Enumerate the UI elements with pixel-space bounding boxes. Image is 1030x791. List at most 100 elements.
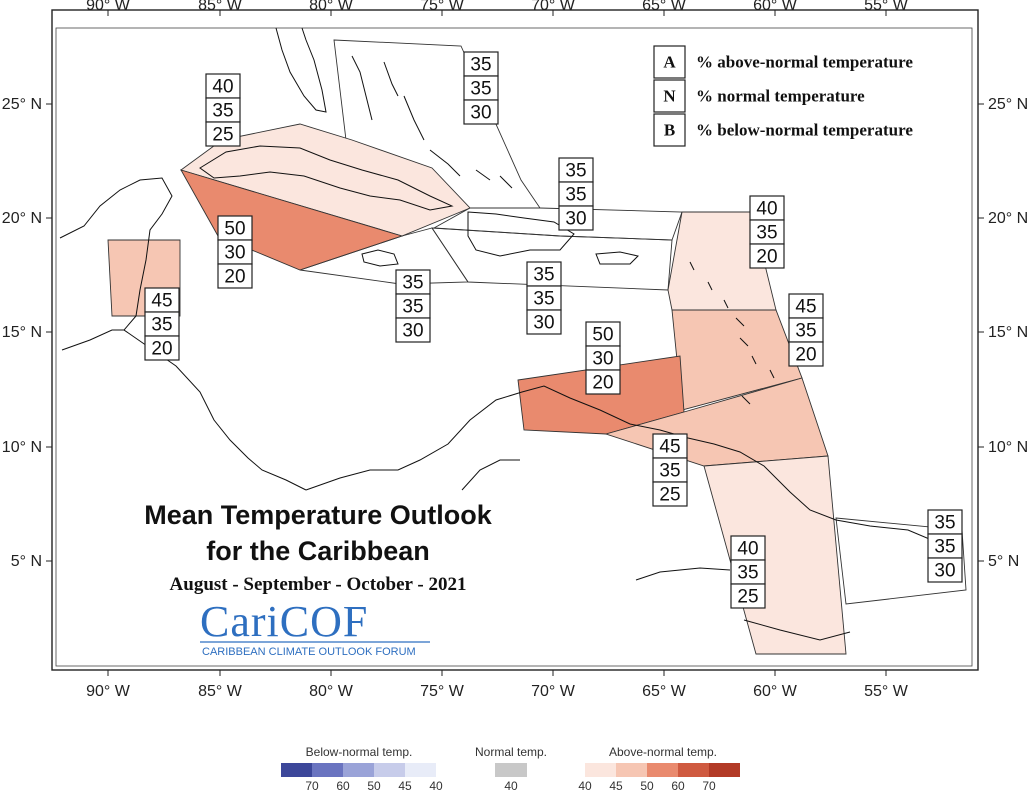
prob-below: 30 [934,561,955,582]
scale-swatch-below [374,763,405,777]
lon-label-top: 80° W [309,0,354,14]
scale-tick-normal: 40 [504,779,518,791]
prob-above: 35 [470,55,491,76]
lon-label-bottom: 85° W [198,683,243,700]
prob-above: 45 [151,291,172,312]
prob-cell [652,433,688,459]
prob-below: 20 [756,247,777,268]
prob-box-bahamas: 35 35 30 [463,51,499,125]
scale-tick-below: 70 [305,779,319,791]
scale-tick-below: 50 [367,779,381,791]
lon-label-top: 85° W [198,0,243,14]
scale-swatch-below [343,763,374,777]
prob-cell [585,321,621,347]
prob-below: 30 [533,313,554,334]
key-letter: A [663,53,676,72]
scale-tick-below: 45 [398,779,412,791]
latitude-labels-left: 25° N 20° N 15° N 10° N 5° N [2,96,42,570]
probability-boxes: 35 35 30 40 35 25 35 35 30 50 30 20 35 35 30 35 35 30 40 35… [144,51,963,609]
prob-cell [463,99,499,125]
prob-box-turks-caicos: 35 35 30 [558,157,594,231]
title-period: August - September - October - 2021 [170,574,467,595]
lon-label-top: 70° W [531,0,576,14]
prob-normal: 30 [592,349,613,370]
prob-above: 35 [565,161,586,182]
lat-label-left: 20° N [2,210,42,227]
lat-label-left: 5° N [11,553,42,570]
prob-cell [749,243,785,269]
prob-above: 40 [212,77,233,98]
prob-normal: 35 [795,321,816,342]
prob-cell [463,51,499,77]
longitude-labels-top: 90° W 85° W 80° W 75° W 70° W 65° W 60° W 55° W [86,0,909,14]
key-text: % below-normal temperature [696,121,913,140]
prob-box-northern-leewards: 40 35 20 [749,195,785,269]
prob-above: 50 [592,325,613,346]
prob-cell [463,75,499,101]
prob-cell [217,263,253,289]
prob-cell [205,73,241,99]
prob-box-hispaniola-pr: 35 35 30 [526,261,562,335]
prob-box-trinidad: 45 35 25 [652,433,688,507]
coast-hispaniola [467,211,575,257]
prob-above: 40 [756,199,777,220]
scale-tick-above: 60 [671,779,685,791]
lat-label-left: 25° N [2,96,42,113]
axis-ticks [46,10,984,676]
prob-normal: 35 [659,461,680,482]
coast-bahamas [351,55,513,189]
prob-cell [585,345,621,371]
prob-below: 30 [402,321,423,342]
prob-cell [144,335,180,361]
prob-normal: 35 [533,289,554,310]
scale-tick-below: 40 [429,779,443,791]
scale-title-above: Above-normal temp. [609,745,717,759]
prob-normal: 35 [402,297,423,318]
prob-below: 25 [737,587,758,608]
lon-label-top: 60° W [753,0,798,14]
prob-cell [395,317,431,343]
scale-swatch-above [647,763,678,777]
lon-label-top: 90° W [86,0,131,14]
key-letter-box [653,79,686,113]
title-line1: Mean Temperature Outlook [144,500,493,530]
prob-cell [558,205,594,231]
prob-box-jamaica: 35 35 30 [395,269,431,343]
prob-above: 35 [402,273,423,294]
lon-label-bottom: 65° W [642,683,687,700]
color-scale-legend: Below-normal temp. 70 60 50 45 40 Normal temp.… [281,745,740,791]
lat-label-left: 15° N [2,324,42,341]
prob-above: 45 [659,437,680,458]
lat-label-right: 25° N [988,96,1028,113]
prob-normal: 35 [470,79,491,100]
region-suriname-fg [835,517,967,605]
coast-south-america [305,385,963,579]
lat-label-right: 10° N [988,439,1028,456]
prob-above: 45 [795,297,816,318]
key-text: % above-normal temperature [696,53,913,72]
scale-title-normal: Normal temp. [475,745,547,759]
coast-puerto-rico [595,251,639,265]
prob-above: 40 [737,539,758,560]
lon-label-top: 55° W [864,0,909,14]
coastlines [59,27,963,641]
scale-title-below: Below-normal temp. [306,745,413,759]
prob-normal: 35 [565,185,586,206]
prob-box-belize: 45 35 20 [144,287,180,361]
latitude-labels-right: 25° N 20° N 15° N 10° N 5° N [988,96,1028,570]
scale-swatch-below [405,763,436,777]
lon-label-bottom: 60° W [753,683,798,700]
scale-swatch-below [281,763,312,777]
prob-cell [927,557,963,583]
scale-swatch-above [585,763,616,777]
prob-below: 30 [470,103,491,124]
lon-label-bottom: 80° W [309,683,354,700]
prob-box-abc-islands: 50 30 20 [585,321,621,395]
prob-cell [526,285,562,311]
coast-interior [461,459,851,641]
scale-swatch-below [312,763,343,777]
prob-normal: 35 [756,223,777,244]
coast-cuba [199,145,454,211]
prob-above: 35 [934,513,955,534]
prob-cell [585,369,621,395]
